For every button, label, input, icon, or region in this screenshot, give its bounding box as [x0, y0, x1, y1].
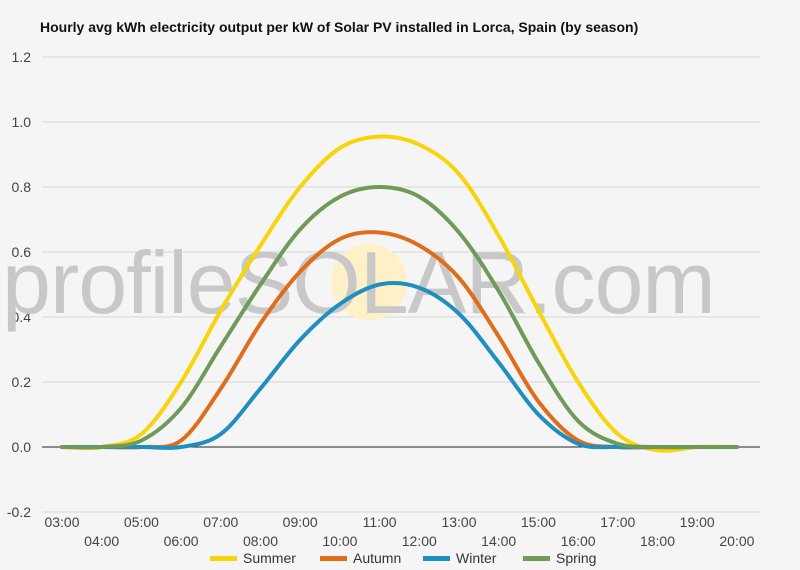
x-tick-label: 04:00	[84, 533, 119, 549]
legend-label: Spring	[556, 550, 597, 566]
x-tick-label: 16:00	[561, 533, 596, 549]
legend-label: Autumn	[353, 550, 402, 566]
x-tick-label: 10:00	[322, 533, 357, 549]
x-tick-label: 17:00	[600, 514, 635, 530]
legend-item-summer: Summer	[210, 548, 296, 568]
watermark: profileSOLAR.com	[2, 233, 716, 332]
watermark-sun-icon	[331, 244, 407, 320]
x-tick-label: 19:00	[680, 514, 715, 530]
legend: Summer Autumn Winter Spring	[0, 548, 800, 568]
legend-swatch	[320, 555, 347, 561]
series-lines	[60, 134, 739, 453]
x-tick-label: 12:00	[402, 533, 437, 549]
x-tick-label: 03:00	[44, 514, 79, 530]
series-line-summer	[60, 134, 739, 453]
legend-item-winter: Winter	[423, 548, 496, 568]
y-tick-label: 0.2	[12, 374, 32, 390]
x-tick-label: 20:00	[719, 533, 754, 549]
y-tick-label: 0.8	[12, 179, 32, 195]
y-tick-label: 1.2	[12, 49, 32, 65]
x-tick-label: 15:00	[521, 514, 556, 530]
chart-title: Hourly avg kWh electricity output per kW…	[40, 19, 639, 35]
x-tick-label: 09:00	[283, 514, 318, 530]
y-tick-label: 0.0	[12, 439, 32, 455]
x-tick-label: 06:00	[164, 533, 199, 549]
series-line-spring	[60, 185, 739, 450]
x-tick-label: 08:00	[243, 533, 278, 549]
y-tick-label: -0.2	[7, 504, 31, 520]
y-tick-label: 0.4	[12, 309, 32, 325]
x-tick-label: 07:00	[203, 514, 238, 530]
x-tick-label: 11:00	[363, 514, 397, 530]
legend-item-autumn: Autumn	[320, 548, 401, 568]
x-tick-label: 14:00	[481, 533, 516, 549]
series-line-winter	[60, 281, 739, 450]
legend-item-spring: Spring	[523, 548, 596, 568]
x-tick-label: 05:00	[124, 514, 159, 530]
legend-label: Summer	[243, 550, 296, 566]
y-axis-ticks: -0.2 0.0 0.2 0.4 0.6 0.8 1.0 1.2	[7, 49, 31, 520]
watermark-text: profileSOLAR.com	[2, 233, 715, 332]
legend-label: Winter	[456, 550, 497, 566]
grid-lines	[42, 56, 760, 513]
y-tick-label: 0.6	[12, 244, 32, 260]
legend-swatch	[523, 555, 550, 561]
legend-swatch	[423, 555, 450, 561]
legend-swatch	[210, 555, 237, 561]
x-tick-label: 13:00	[441, 514, 476, 530]
x-tick-label: 18:00	[640, 533, 675, 549]
y-tick-label: 1.0	[12, 114, 32, 130]
